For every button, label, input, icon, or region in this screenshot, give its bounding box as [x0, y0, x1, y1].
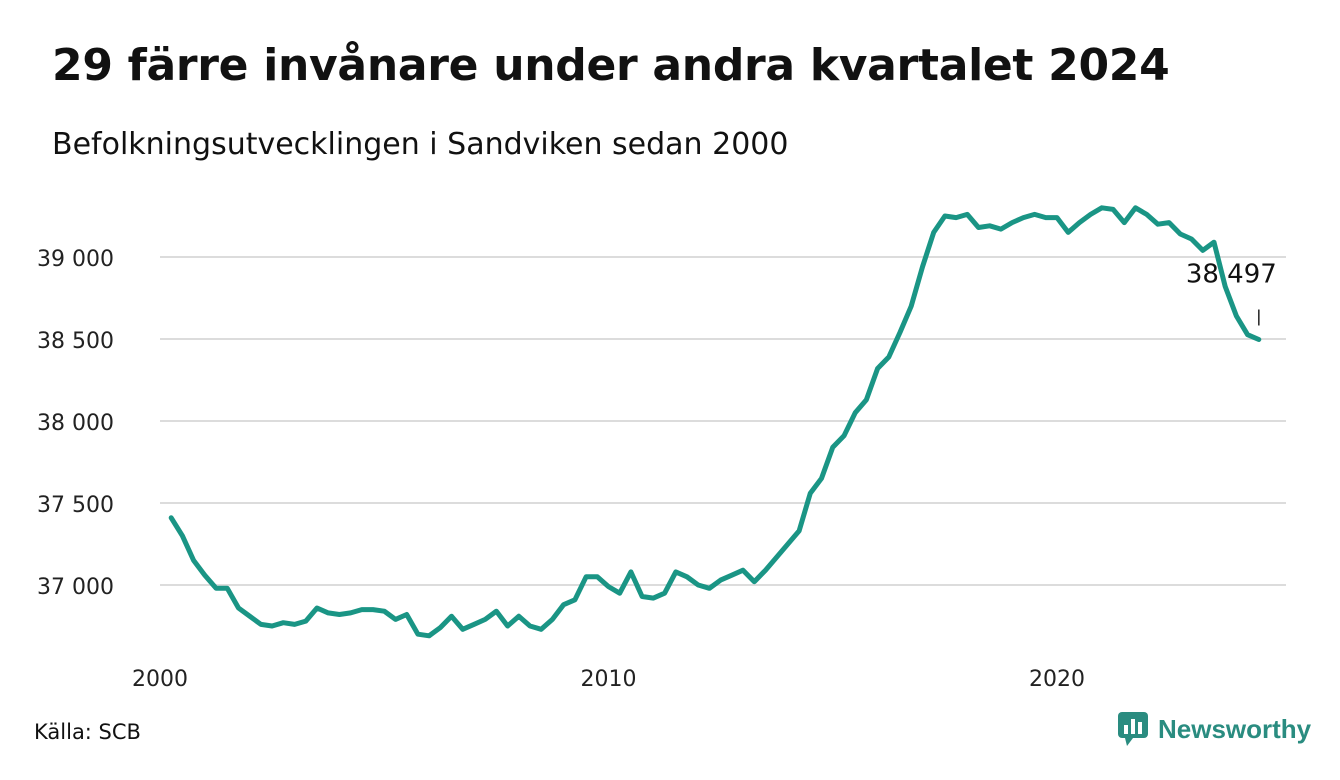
y-tick-label: 38 500	[37, 329, 114, 354]
y-tick-label: 38 000	[37, 411, 114, 436]
chart-subtitle: Befolkningsutvecklingen i Sandviken seda…	[52, 127, 789, 162]
chart-title: 29 färre invånare under andra kvartalet …	[52, 40, 1170, 91]
y-tick-label: 39 000	[37, 247, 114, 272]
x-tick-label: 2010	[581, 667, 637, 692]
end-value-label: 38 497	[1186, 259, 1277, 289]
population-line	[168, 205, 1262, 639]
y-tick-label: 37 500	[37, 493, 114, 518]
brand-name: Newsworthy	[1158, 713, 1312, 744]
bar-chart-speech-icon	[1118, 712, 1148, 746]
brand-logo: Newsworthy	[1118, 712, 1311, 746]
x-tick-label: 2020	[1029, 667, 1085, 692]
y-tick-label: 37 000	[37, 575, 114, 600]
x-tick-label: 2000	[132, 667, 188, 692]
source-note: Källa: SCB	[34, 720, 141, 744]
